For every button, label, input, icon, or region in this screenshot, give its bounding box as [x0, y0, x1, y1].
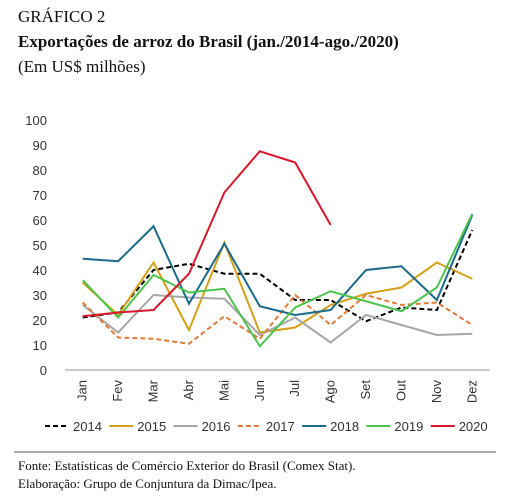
series-line: [82, 239, 473, 334]
note: Fonte: Estatísticas de Comércio Exterior…: [18, 458, 356, 473]
series-line: [82, 150, 332, 318]
x-tick-label: Mai: [216, 380, 231, 401]
series-line: [82, 214, 474, 317]
y-tick-label: 40: [33, 263, 47, 278]
legend-label: 2017: [266, 419, 295, 434]
y-tick-label: 50: [33, 238, 47, 253]
x-tick-label: Ago: [323, 380, 338, 403]
legend-label: 2020: [459, 419, 488, 434]
x-tick-label: Fev: [110, 380, 125, 402]
y-tick-label: 10: [33, 338, 47, 353]
series-line: [82, 293, 473, 345]
legend-label: 2018: [330, 419, 359, 434]
series-line: [81, 213, 474, 348]
note: Elaboração: Grupo de Conjuntura da Dimac…: [18, 476, 276, 491]
y-tick-label: 80: [33, 163, 47, 178]
x-tick-label: Jul: [287, 380, 302, 397]
x-tick-label: Nov: [429, 380, 444, 404]
x-tick-label: Set: [358, 380, 373, 400]
y-tick-label: 90: [33, 138, 47, 153]
x-tick-label: Dez: [464, 380, 479, 403]
legend-label: 2014: [73, 419, 102, 434]
y-tick-label: 30: [33, 288, 47, 303]
x-tick-label: Abr: [181, 379, 196, 400]
x-tick-label: Jan: [75, 380, 90, 401]
y-tick-label: 0: [40, 363, 47, 378]
x-tick-label: Mar: [146, 379, 161, 402]
y-tick-label: 20: [33, 313, 47, 328]
y-tick-label: 70: [33, 188, 47, 203]
legend-label: 2015: [137, 419, 166, 434]
x-tick-label: Out: [393, 380, 408, 401]
legend-label: 2016: [202, 419, 231, 434]
chart-subtitle: (Em US$ milhões): [18, 57, 146, 76]
x-tick-label: Jun: [252, 380, 267, 401]
legend-label: 2019: [394, 419, 423, 434]
y-tick-label: 100: [25, 113, 47, 128]
y-tick-label: 60: [33, 213, 47, 228]
chart-title: Exportações de arroz do Brasil (jan./201…: [18, 32, 399, 51]
chart-label: GRÁFICO 2: [18, 7, 105, 26]
